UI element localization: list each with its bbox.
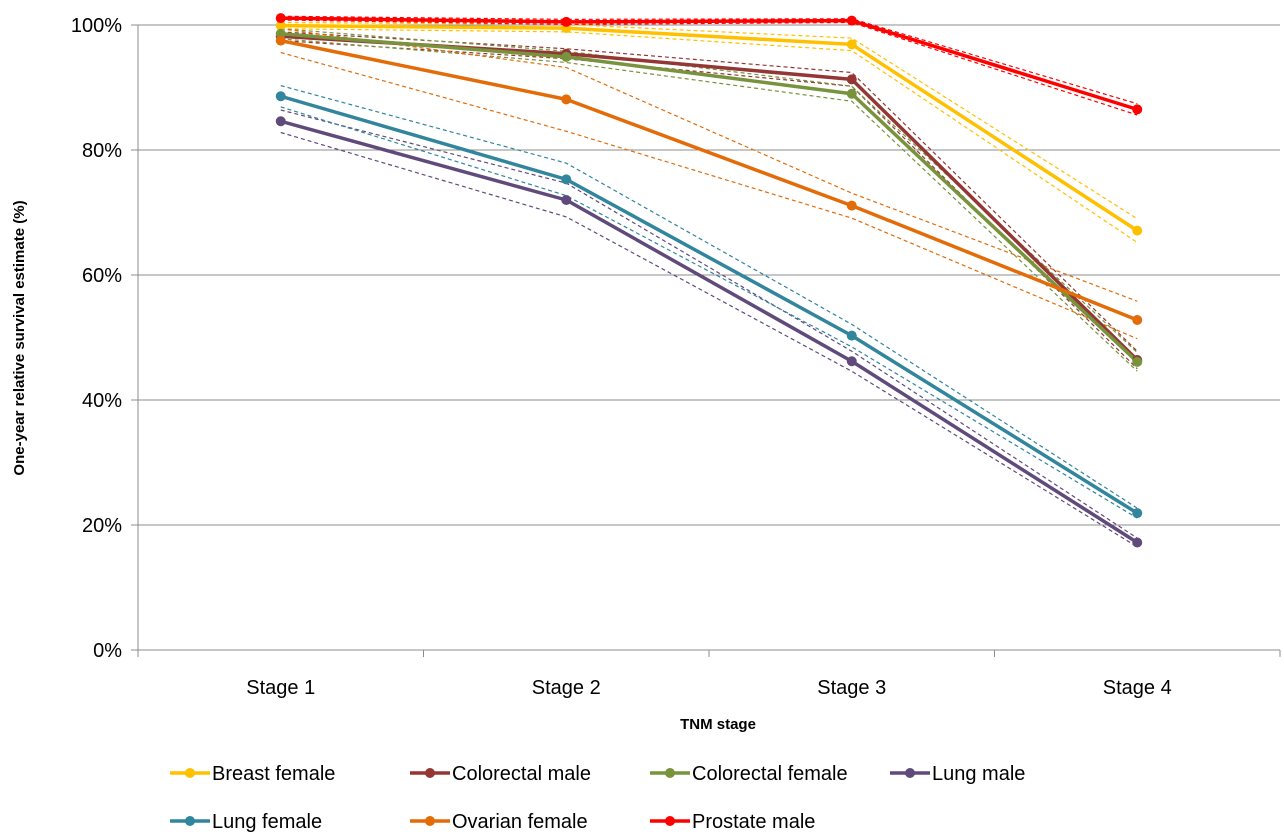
- ci-line-upper: [280, 31, 1138, 352]
- series-line: [280, 32, 1139, 364]
- ci-line-upper: [280, 28, 1138, 353]
- ci-line-lower: [280, 131, 1138, 548]
- data-point: [275, 91, 286, 102]
- data-point: [1132, 537, 1143, 548]
- series-line: [280, 94, 1139, 515]
- legend-swatch-marker: [665, 768, 675, 778]
- y-tick-label: 40%: [82, 390, 122, 412]
- x-tick-label: Stage 3: [817, 677, 886, 699]
- y-tick-label: 80%: [82, 140, 122, 162]
- data-point: [561, 174, 572, 185]
- legend-item: Lung male: [890, 763, 1025, 785]
- y-tick-label: 0%: [93, 640, 122, 662]
- legend-label: Breast female: [212, 763, 335, 785]
- legend-swatch-marker: [665, 816, 675, 826]
- x-tick-label: Stage 1: [246, 677, 315, 699]
- ci-line-lower: [280, 19, 1138, 116]
- legend-swatch-marker: [425, 768, 435, 778]
- legend-label: Ovarian female: [452, 811, 588, 833]
- data-point: [561, 195, 572, 205]
- data-point: [1132, 356, 1143, 367]
- legend-label: Colorectal female: [692, 763, 848, 785]
- ci-line-lower: [280, 28, 1138, 243]
- ci-line-upper: [280, 15, 1138, 105]
- data-point: [846, 39, 857, 50]
- series-line: [280, 16, 1138, 112]
- x-tick-label: Stage 2: [532, 677, 601, 699]
- data-point: [275, 28, 286, 39]
- y-tick-label: 100%: [71, 15, 122, 37]
- data-point: [561, 16, 572, 27]
- legend-item: Colorectal female: [650, 763, 848, 785]
- series-line: [280, 38, 1138, 322]
- legend-swatch-marker: [185, 816, 195, 826]
- series-line: [280, 119, 1139, 544]
- data-point: [846, 330, 857, 341]
- data-point: [846, 200, 857, 211]
- data-point: [846, 356, 857, 367]
- data-point: [275, 116, 286, 127]
- data-point: [846, 74, 857, 85]
- axes: [131, 24, 1281, 657]
- data-point: [1132, 315, 1143, 325]
- legend-item: Prostate male: [650, 811, 815, 833]
- series-line: [280, 23, 1139, 233]
- legend-label: Prostate male: [692, 811, 815, 833]
- legend-label: Colorectal male: [452, 763, 591, 785]
- ci-line-lower: [280, 51, 1138, 340]
- data-point: [561, 51, 572, 62]
- legend-item: Lung female: [170, 811, 322, 833]
- ci-line-upper: [280, 85, 1138, 509]
- legend-swatch-marker: [185, 768, 195, 778]
- series-lines: [280, 16, 1139, 544]
- data-point: [275, 35, 286, 46]
- legend-item: Colorectal male: [410, 763, 591, 785]
- data-point: [1132, 225, 1143, 236]
- legend-item: Ovarian female: [410, 811, 588, 833]
- data-point: [561, 94, 572, 105]
- legend-label: Lung female: [212, 811, 322, 833]
- data-point: [275, 20, 286, 31]
- data-point: [1132, 104, 1143, 115]
- data-point: [846, 88, 857, 99]
- y-tick-label: 20%: [82, 515, 122, 537]
- data-point: [275, 13, 286, 24]
- legend-swatch-marker: [905, 768, 915, 778]
- x-tick-label: Stage 4: [1103, 677, 1172, 699]
- legend-label: Lung male: [932, 763, 1025, 785]
- data-point: [1132, 508, 1143, 519]
- y-tick-label: 60%: [82, 265, 122, 287]
- series-points: [275, 13, 1143, 548]
- x-axis-title: TNM stage: [680, 716, 756, 733]
- data-point: [846, 15, 857, 26]
- legend-item: Breast female: [170, 763, 335, 785]
- confidence-interval-lines: [280, 15, 1138, 548]
- ci-line-upper: [280, 109, 1138, 539]
- legend-swatch-marker: [425, 816, 435, 826]
- ci-line-lower: [280, 38, 1138, 372]
- series-line: [280, 34, 1139, 362]
- ci-line-upper: [280, 21, 1138, 220]
- x-tick-labels: Stage 1 Stage 2 Stage 3 Stage 4: [246, 677, 1171, 699]
- y-tick-labels: 0% 20% 40% 60% 80% 100%: [71, 15, 122, 662]
- ci-line-upper: [280, 28, 1138, 302]
- y-axis-title: One-year relative survival estimate (%): [11, 200, 28, 475]
- ci-line-lower: [280, 40, 1138, 370]
- legend: Breast female Colorectal male Colorectal f…: [170, 763, 1025, 833]
- ci-line-lower: [280, 106, 1138, 519]
